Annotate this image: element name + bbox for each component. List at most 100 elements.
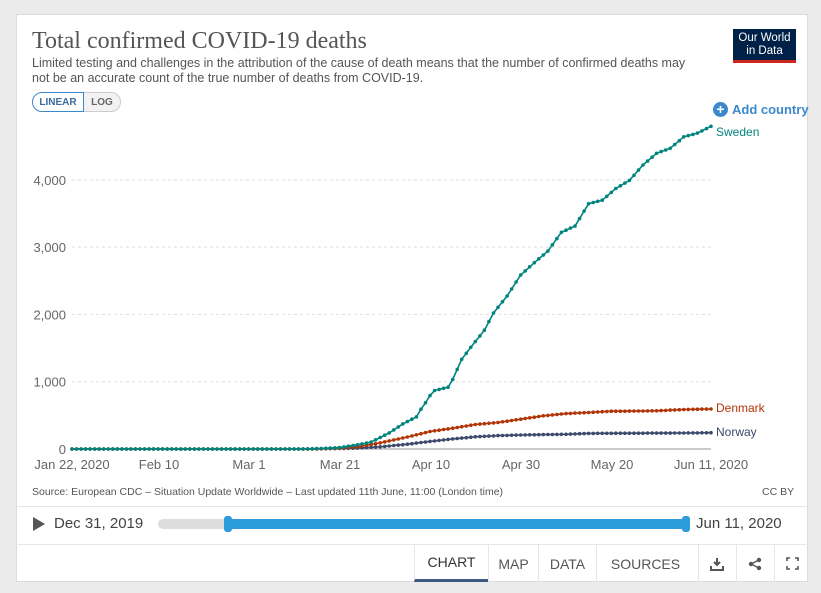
series-point-sweden	[518, 273, 523, 277]
series-point-sweden	[83, 447, 88, 451]
series-point-sweden	[437, 387, 441, 392]
series-point-norway	[396, 443, 401, 447]
timeline-end-handle[interactable]	[682, 516, 690, 532]
series-point-norway	[659, 431, 663, 435]
series-point-sweden	[609, 190, 614, 195]
chart-title: Total confirmed COVID-19 deaths	[32, 28, 367, 54]
series-point-denmark	[677, 407, 682, 412]
series-point-denmark	[654, 409, 659, 413]
series-point-sweden	[564, 228, 568, 232]
series-point-sweden	[165, 447, 169, 451]
series-point-norway	[419, 440, 423, 445]
series-point-norway	[709, 430, 713, 435]
series-point-sweden	[278, 447, 283, 451]
y-tick-label: 2,000	[33, 307, 66, 322]
series-point-denmark	[410, 434, 414, 438]
series-point-sweden	[88, 447, 92, 451]
series-point-denmark	[691, 407, 695, 412]
series-point-norway	[691, 431, 695, 435]
series-point-sweden	[310, 447, 315, 451]
series-point-sweden	[387, 431, 392, 435]
series-point-sweden	[537, 257, 541, 261]
series-point-denmark	[405, 435, 410, 439]
series-point-sweden	[392, 428, 396, 432]
series-point-sweden	[614, 186, 618, 191]
share-icon[interactable]	[736, 545, 772, 582]
series-point-denmark	[627, 409, 632, 413]
series-point-norway	[550, 432, 555, 437]
fullscreen-icon[interactable]	[774, 545, 810, 582]
series-line-sweden	[72, 125, 712, 450]
timeline-start-handle[interactable]	[224, 516, 232, 532]
x-tick-label: Mar 1	[232, 457, 265, 472]
series-point-norway	[586, 431, 591, 436]
series-point-sweden	[201, 447, 206, 451]
series-point-sweden	[328, 446, 333, 450]
series-point-denmark	[396, 437, 401, 441]
series-point-norway	[410, 441, 414, 446]
download-icon[interactable]	[698, 545, 734, 582]
series-point-sweden	[138, 447, 142, 451]
y-tick-label: 1,000	[33, 375, 66, 390]
series-point-norway	[378, 445, 383, 449]
series-point-sweden	[618, 184, 623, 188]
series-point-sweden	[500, 299, 505, 304]
series-point-denmark	[591, 410, 595, 415]
license-link[interactable]: CC BY	[762, 486, 795, 498]
legend-label-sweden: Sweden	[716, 125, 759, 139]
series-point-sweden	[228, 447, 233, 451]
series-point-sweden	[663, 148, 668, 152]
tab-data[interactable]: DATA	[538, 545, 596, 582]
series-point-sweden	[605, 194, 609, 199]
series-point-norway	[532, 433, 537, 437]
series-point-denmark	[373, 441, 378, 446]
tab-map[interactable]: MAP	[488, 545, 538, 582]
series-point-sweden	[550, 243, 555, 247]
series-point-sweden	[623, 181, 627, 185]
series-point-sweden	[482, 328, 487, 333]
series-point-norway	[487, 434, 491, 438]
series-point-sweden	[333, 446, 337, 450]
series-point-norway	[591, 431, 595, 436]
series-point-sweden	[260, 447, 265, 451]
series-point-denmark	[595, 410, 600, 414]
series-point-denmark	[632, 409, 636, 413]
series-point-denmark	[555, 412, 559, 417]
series-point-sweden	[645, 159, 650, 163]
series-point-denmark	[609, 409, 614, 414]
series-point-sweden	[641, 163, 645, 167]
series-point-norway	[455, 436, 460, 441]
series-point-norway	[459, 436, 464, 440]
series-point-denmark	[414, 433, 419, 437]
add-country-button[interactable]: + Add country	[713, 102, 809, 117]
series-point-denmark	[459, 424, 464, 429]
series-point-denmark	[532, 415, 537, 420]
series-point-norway	[437, 438, 441, 443]
series-point-sweden	[401, 422, 405, 426]
series-point-norway	[641, 431, 645, 436]
series-point-sweden	[382, 433, 387, 438]
series-point-denmark	[423, 430, 428, 435]
series-point-sweden	[595, 199, 600, 204]
series-point-denmark	[401, 436, 405, 440]
series-point-sweden	[224, 447, 228, 451]
series-point-sweden	[101, 447, 106, 451]
tab-sources[interactable]: SOURCES	[596, 545, 694, 582]
tab-chart[interactable]: CHART	[414, 545, 488, 582]
timeline-end-label: Jun 11, 2020	[696, 515, 782, 532]
series-point-sweden	[246, 447, 251, 451]
timeline-bar	[16, 506, 808, 544]
series-point-sweden	[446, 385, 450, 390]
series-point-sweden	[305, 447, 310, 451]
linear-scale-button[interactable]: LINEAR	[32, 92, 84, 112]
series-point-norway	[478, 434, 482, 439]
play-icon[interactable]	[33, 517, 45, 531]
series-point-norway	[700, 431, 704, 435]
timeline-selected-range[interactable]	[228, 519, 686, 529]
series-point-norway	[469, 435, 473, 440]
x-tick-label: Apr 30	[502, 457, 540, 472]
owid-logo[interactable]: Our World in Data	[733, 29, 796, 63]
series-point-denmark	[537, 414, 541, 419]
series-point-norway	[518, 433, 523, 437]
series-point-sweden	[351, 443, 355, 448]
